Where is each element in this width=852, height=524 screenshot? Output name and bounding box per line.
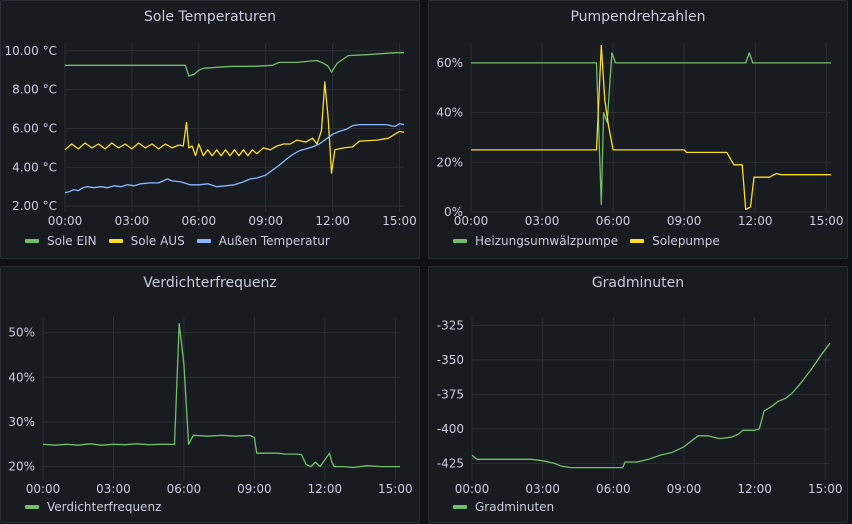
x-tick-label: 06:00 xyxy=(167,482,202,496)
panel-title: Sole Temperaturen xyxy=(144,9,276,25)
series-line-0[interactable] xyxy=(471,342,831,469)
series-line-1[interactable] xyxy=(64,81,405,174)
x-tick-label: 06:00 xyxy=(596,214,631,228)
legend-item[interactable]: Verdichterfrequenz xyxy=(25,500,161,514)
legend-item[interactable]: Außen Temperatur xyxy=(196,234,330,248)
legend-label: Solepumpe xyxy=(652,234,720,248)
y-tick-label: 6.00 °C xyxy=(12,121,57,135)
panel-gradminuten[interactable]: Gradminuten -425 -400 -375 -350 -325 00:00 03:… xyxy=(428,266,848,523)
legend-label: Außen Temperatur xyxy=(218,234,330,248)
legend-item[interactable]: Sole AUS xyxy=(108,234,185,248)
y-tick-label: 50% xyxy=(8,326,35,340)
y-tick-label: 4.00 °C xyxy=(12,160,57,174)
x-tick-label: 03:00 xyxy=(525,214,560,228)
x-tick-label: 00:00 xyxy=(455,482,490,496)
legend-swatch xyxy=(453,239,467,243)
legend-swatch xyxy=(196,239,211,243)
y-tick-label: 2.00 °C xyxy=(12,199,57,213)
y-tick-label: 8.00 °C xyxy=(12,83,57,97)
x-tick-label: 12:00 xyxy=(308,482,343,496)
panel-title: Pumpendrehzahlen xyxy=(570,9,706,25)
chart-legend: Gradminuten xyxy=(453,500,554,514)
y-tick-label: 20% xyxy=(436,155,463,169)
series-line-1[interactable] xyxy=(471,44,831,211)
legend-swatch xyxy=(453,505,467,509)
x-tick-label: 00:00 xyxy=(454,214,489,228)
x-tick-label: 03:00 xyxy=(115,214,150,228)
x-tick-label: 06:00 xyxy=(182,214,217,228)
legend-label: Gradminuten xyxy=(475,500,555,514)
legend-swatch xyxy=(108,239,123,243)
panel-pumpendrehzahlen[interactable]: Pumpendrehzahlen 0% 20% 40% 60% 00:00 03:00 06… xyxy=(428,0,848,259)
legend-item[interactable]: Sole EIN xyxy=(25,234,97,248)
legend-label: Sole AUS xyxy=(130,234,185,248)
x-tick-label: 09:00 xyxy=(237,482,272,496)
panel-title: Verdichterfrequenz xyxy=(143,275,277,291)
x-tick-label: 03:00 xyxy=(525,482,560,496)
x-tick-label: 03:00 xyxy=(96,482,131,496)
chart-pumpendrehzahlen: 0% 20% 40% 60% 00:00 03:00 06:00 09:00 12:00 15:0… xyxy=(436,43,844,228)
legend-item[interactable]: Gradminuten xyxy=(453,500,554,514)
series-line-2[interactable] xyxy=(64,122,405,194)
y-tick-label: -425 xyxy=(437,456,464,470)
chart-sole-temperaturen: 2.00 °C 4.00 °C 6.00 °C 8.00 °C 10.00 °C 00:0… xyxy=(4,43,417,228)
chart-verdichterfrequenz: 20% 30% 40% 50% 00:00 03:00 06:00 09:00 12:00 15:… xyxy=(8,317,413,496)
legend-label: Heizungsumwälzpumpe xyxy=(475,234,619,248)
chart-legend: Sole EIN Sole AUS Außen Temperatur xyxy=(25,234,330,248)
y-tick-label: 30% xyxy=(8,415,35,429)
y-tick-label: 40% xyxy=(436,106,463,120)
x-tick-label: 06:00 xyxy=(596,482,631,496)
legend-swatch xyxy=(25,505,39,509)
x-tick-label: 12:00 xyxy=(737,482,772,496)
x-tick-label: 09:00 xyxy=(667,482,702,496)
legend-item[interactable]: Heizungsumwälzpumpe xyxy=(453,234,618,248)
series-line-0[interactable] xyxy=(65,52,404,77)
x-tick-label: 09:00 xyxy=(248,214,283,228)
legend-swatch xyxy=(630,239,645,243)
panel-sole-temperaturen[interactable]: Sole Temperaturen 2.00 °C 4.00 °C 6.00 °C 8… xyxy=(0,0,420,259)
x-tick-label: 15:00 xyxy=(378,482,413,496)
panel-verdichterfrequenz[interactable]: Verdichterfrequenz 20% 30% 40% 50% 00:00 03:0… xyxy=(0,266,420,523)
y-tick-label: 0% xyxy=(444,205,463,219)
y-tick-label: 10.00 °C xyxy=(4,44,57,58)
x-tick-label: 12:00 xyxy=(738,214,773,228)
x-tick-label: 15:00 xyxy=(809,214,844,228)
y-tick-label: -400 xyxy=(437,422,464,436)
chart-gradminuten: -425 -400 -375 -350 -325 00:00 03:00 06:00 09:00… xyxy=(437,317,843,496)
legend-item[interactable]: Solepumpe xyxy=(630,234,720,248)
legend-label: Verdichterfrequenz xyxy=(47,500,162,514)
x-tick-label: 15:00 xyxy=(808,482,843,496)
y-tick-label: -350 xyxy=(437,353,464,367)
chart-legend: Verdichterfrequenz xyxy=(25,500,161,514)
legend-swatch xyxy=(25,239,39,243)
x-tick-label: 00:00 xyxy=(26,482,61,496)
legend-label: Sole EIN xyxy=(47,234,97,248)
x-tick-label: 00:00 xyxy=(48,214,83,228)
x-tick-label: 09:00 xyxy=(667,214,702,228)
x-tick-label: 12:00 xyxy=(315,214,350,228)
chart-legend: Heizungsumwälzpumpe Solepumpe xyxy=(453,234,720,248)
panel-title: Gradminuten xyxy=(591,275,685,291)
series-line-0[interactable] xyxy=(471,52,831,206)
series-line-0[interactable] xyxy=(42,323,400,469)
y-tick-label: -325 xyxy=(437,318,464,332)
y-tick-label: 40% xyxy=(8,370,35,384)
x-tick-label: 15:00 xyxy=(382,214,417,228)
y-tick-label: 60% xyxy=(436,56,463,70)
y-tick-label: -375 xyxy=(437,387,464,401)
y-tick-label: 20% xyxy=(8,460,35,474)
